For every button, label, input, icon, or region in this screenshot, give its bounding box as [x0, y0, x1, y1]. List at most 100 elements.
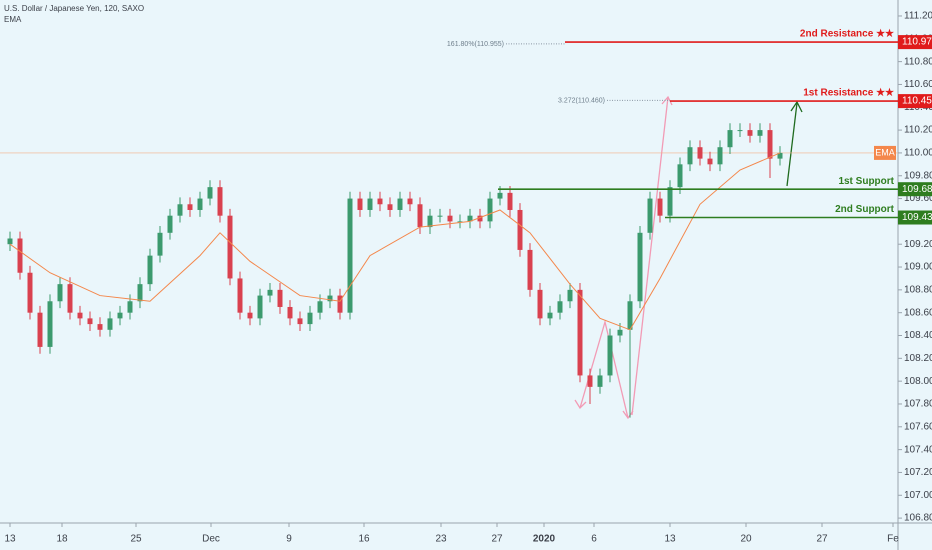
arrow-head — [790, 100, 803, 113]
arrow-head — [622, 410, 634, 420]
x-tick-label: 27 — [491, 534, 503, 545]
level-tag-label: 109.682 — [902, 184, 932, 195]
level-name: 2nd Support — [835, 204, 895, 215]
level-tag — [898, 210, 932, 225]
candle-body — [607, 335, 613, 376]
y-tick-label: 110.800 — [904, 56, 932, 67]
candle-body — [347, 198, 353, 313]
candle-body — [257, 295, 263, 319]
candle-body — [777, 152, 783, 159]
candle-body — [707, 158, 713, 165]
ema-line — [9, 152, 781, 331]
y-tick-label: 109.000 — [904, 262, 932, 273]
candle-body — [277, 289, 283, 307]
y-tick-label: 108.600 — [904, 307, 932, 318]
x-tick-label: 9 — [286, 534, 292, 545]
candle-body — [477, 215, 483, 222]
y-tick-label: 106.800 — [904, 513, 932, 524]
candle-body — [327, 295, 333, 302]
arrow-head — [661, 95, 673, 106]
candle-body — [497, 192, 503, 199]
candle-body — [247, 312, 253, 319]
indicator-label: EMA — [4, 15, 22, 24]
level-tag — [898, 35, 932, 50]
candle-body — [687, 147, 693, 165]
y-tick-label: 110.200 — [904, 125, 932, 136]
candle-body — [677, 164, 683, 188]
y-tick-label: 109.600 — [904, 193, 932, 204]
candle-body — [747, 130, 753, 136]
ema-tag-label: EMA — [875, 147, 895, 157]
x-tick-label: 13 — [664, 534, 676, 545]
candle-body — [517, 209, 523, 250]
y-tick-label: 108.200 — [904, 353, 932, 364]
candle-body — [227, 215, 233, 279]
chart-title: U.S. Dollar / Japanese Yen, 120, SAXO — [4, 4, 144, 13]
level-tag-label: 110.971 — [902, 37, 932, 48]
candle-body — [107, 318, 113, 330]
forecast-arrow — [786, 102, 798, 187]
candle-body — [617, 329, 623, 336]
candle-body — [177, 204, 183, 216]
candle-body — [57, 284, 63, 302]
x-tick-label: 6 — [591, 534, 597, 545]
y-tick-label: 110.600 — [904, 79, 932, 90]
candle-body — [447, 215, 453, 222]
candle-body — [557, 301, 563, 313]
candle-body — [17, 238, 23, 273]
x-tick-label: 2020 — [533, 534, 556, 545]
x-tick-label: Dec — [202, 534, 220, 545]
candle-body — [167, 215, 173, 233]
x-tick-label: 20 — [740, 534, 752, 545]
level-tag — [898, 182, 932, 197]
x-tick-label: 16 — [358, 534, 370, 545]
candle-body — [77, 312, 83, 319]
x-tick-label: 27 — [816, 534, 828, 545]
candle-body — [427, 215, 433, 228]
y-tick-label: 108.000 — [904, 376, 932, 387]
candle-body — [457, 221, 463, 223]
candle-body — [697, 147, 703, 159]
candle-body — [117, 312, 123, 319]
candle-body — [67, 284, 73, 313]
level-tag-label: 110.454 — [902, 96, 932, 107]
candle-body — [757, 130, 763, 136]
candle-body — [97, 324, 103, 330]
candle-body — [37, 312, 43, 347]
candle-body — [727, 130, 733, 148]
y-tick-label: 107.800 — [904, 399, 932, 410]
candle-body — [207, 187, 213, 199]
rally-arrow — [631, 96, 669, 416]
fib-label: 161.80%(110.955) — [447, 41, 504, 48]
candle-body — [237, 278, 243, 313]
candle-body — [87, 318, 93, 325]
x-tick-label: 13 — [4, 534, 16, 545]
y-tick-label: 109.800 — [904, 170, 932, 181]
candle-body — [387, 204, 393, 210]
candle-body — [667, 187, 673, 216]
candle-body — [137, 284, 143, 302]
candle-body — [737, 130, 743, 132]
candle-body — [377, 198, 383, 205]
level-name: 1st Support — [838, 176, 894, 187]
candle-body — [437, 215, 443, 217]
candle-body — [187, 204, 193, 210]
x-tick-label: 18 — [56, 534, 68, 545]
candle-body — [407, 198, 413, 205]
y-tick-label: 110.000 — [904, 148, 932, 159]
candle-body — [487, 198, 493, 222]
level-name: 1st Resistance ★★ — [803, 88, 894, 99]
candle-body — [657, 198, 663, 216]
candle-body — [547, 312, 553, 319]
y-tick-label: 107.400 — [904, 444, 932, 455]
ema-tag — [874, 145, 896, 160]
candle-body — [297, 318, 303, 325]
candle-body — [307, 312, 313, 325]
y-tick-label: 107.000 — [904, 490, 932, 501]
candle-body — [7, 238, 13, 245]
level-tag-label: 109.434 — [902, 212, 932, 223]
candle-body — [417, 204, 423, 228]
